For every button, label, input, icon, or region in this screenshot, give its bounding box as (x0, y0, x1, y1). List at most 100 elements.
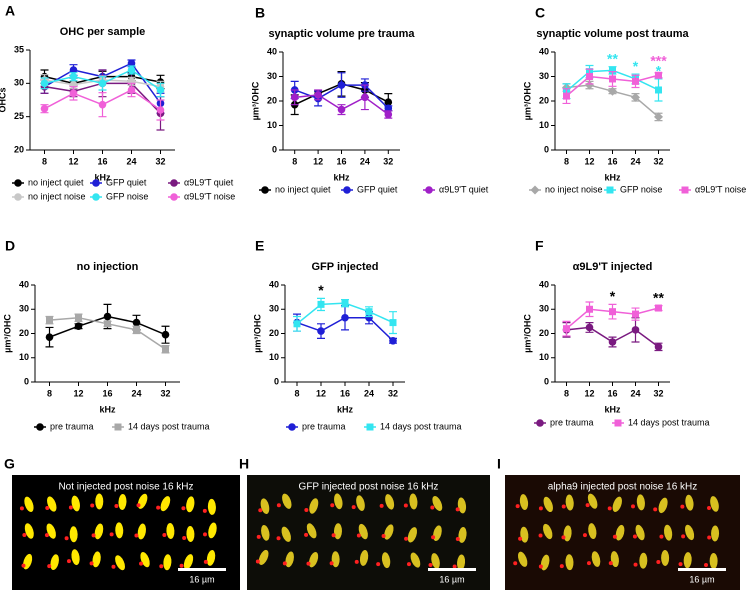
legend-marker (536, 419, 544, 427)
y-tick-label: 30 (14, 78, 24, 88)
synapse (384, 524, 394, 540)
ribbon (47, 564, 52, 569)
x-axis-label: kHz (94, 172, 111, 182)
panel-letter: I (497, 456, 501, 472)
ribbon (515, 504, 520, 509)
legend-marker (343, 186, 351, 194)
data-point (585, 323, 594, 332)
ribbon (633, 562, 638, 567)
x-tick-label: 12 (584, 156, 594, 166)
ribbon (64, 536, 69, 541)
data-point (45, 333, 54, 341)
y-axis-label: OHCs (0, 87, 7, 112)
x-axis-label: kHz (604, 172, 621, 182)
legend-marker (366, 423, 374, 431)
synapse (663, 524, 673, 541)
y-tick-label: 40 (539, 279, 549, 289)
synapse (588, 523, 597, 540)
data-point (654, 112, 663, 122)
panel-letter: F (535, 238, 544, 254)
x-tick-label: 8 (42, 156, 47, 166)
legend-marker (614, 419, 622, 427)
data-point (69, 89, 78, 98)
synapse (615, 524, 625, 541)
legend-marker (92, 179, 100, 187)
panel-letter: G (4, 456, 15, 472)
ribbon (282, 561, 287, 566)
panel-letter: B (255, 5, 265, 21)
chart-title: GFP injected (311, 261, 378, 273)
data-point (132, 318, 141, 327)
synapse (24, 523, 34, 539)
ribbon (179, 563, 184, 568)
ribbon (331, 533, 336, 538)
legend-label: GFP quiet (357, 184, 398, 194)
synapse (115, 555, 125, 571)
x-tick-label: 12 (584, 388, 594, 398)
ribbon (582, 533, 587, 538)
synapse (519, 494, 529, 511)
y-tick-label: 40 (267, 46, 277, 56)
y-tick-label: 20 (269, 328, 279, 338)
ribbon (258, 508, 263, 513)
synapse (543, 496, 553, 513)
ribbon (659, 534, 664, 539)
synapse (281, 526, 291, 542)
synapse (183, 554, 194, 570)
data-point (103, 312, 112, 321)
y-tick-label: 30 (267, 71, 277, 81)
data-point (293, 320, 301, 328)
ribbon (203, 532, 208, 537)
x-axis-label: kHz (333, 172, 350, 182)
ribbon (381, 533, 386, 538)
legend-label: 14 days post trauma (628, 417, 710, 427)
data-point (341, 299, 349, 307)
legend-marker (681, 186, 689, 194)
data-point (46, 316, 53, 324)
data-point (156, 86, 165, 94)
ribbon (455, 536, 460, 541)
ribbon (329, 561, 334, 566)
image-caption: alpha9 injected post noise 16 kHz (548, 482, 698, 493)
synapse (137, 523, 146, 540)
x-tick-label: 16 (336, 156, 346, 166)
data-point (337, 81, 346, 89)
synapse (115, 522, 124, 539)
y-tick-label: 10 (19, 352, 29, 362)
y-tick-label: 0 (272, 144, 277, 154)
ribbon (21, 563, 26, 568)
x-tick-label: 24 (126, 156, 136, 166)
synapse (520, 526, 529, 543)
synapse (457, 554, 466, 571)
scale-bar (428, 568, 476, 571)
ribbon (607, 506, 612, 511)
synapse (565, 554, 574, 571)
synapse (612, 496, 622, 512)
data-point (608, 86, 617, 96)
ribbon (181, 506, 186, 511)
data-point (290, 93, 299, 102)
significance: * (610, 288, 616, 304)
significance: * (318, 282, 324, 298)
ribbon (656, 559, 661, 564)
data-point (162, 345, 169, 353)
x-tick-label: 8 (564, 388, 569, 398)
legend-label: 14 days post trauma (380, 421, 462, 431)
synapse (260, 498, 270, 515)
ribbon (585, 503, 590, 508)
x-tick-label: 32 (653, 388, 663, 398)
synapse (658, 497, 668, 514)
data-point (133, 326, 140, 334)
y-tick-label: 20 (267, 95, 277, 105)
synapse (639, 552, 648, 569)
ribbon (276, 536, 281, 541)
ribbon (428, 562, 433, 567)
ribbon (182, 536, 187, 541)
synapse (356, 495, 365, 511)
ribbon (680, 504, 685, 509)
ribbon (304, 507, 309, 512)
x-tick-label: 24 (630, 156, 640, 166)
legend-label: pre trauma (50, 421, 94, 431)
scale-label: 16 µm (189, 574, 214, 584)
legend-label: α9L9'T quiet (439, 184, 489, 194)
